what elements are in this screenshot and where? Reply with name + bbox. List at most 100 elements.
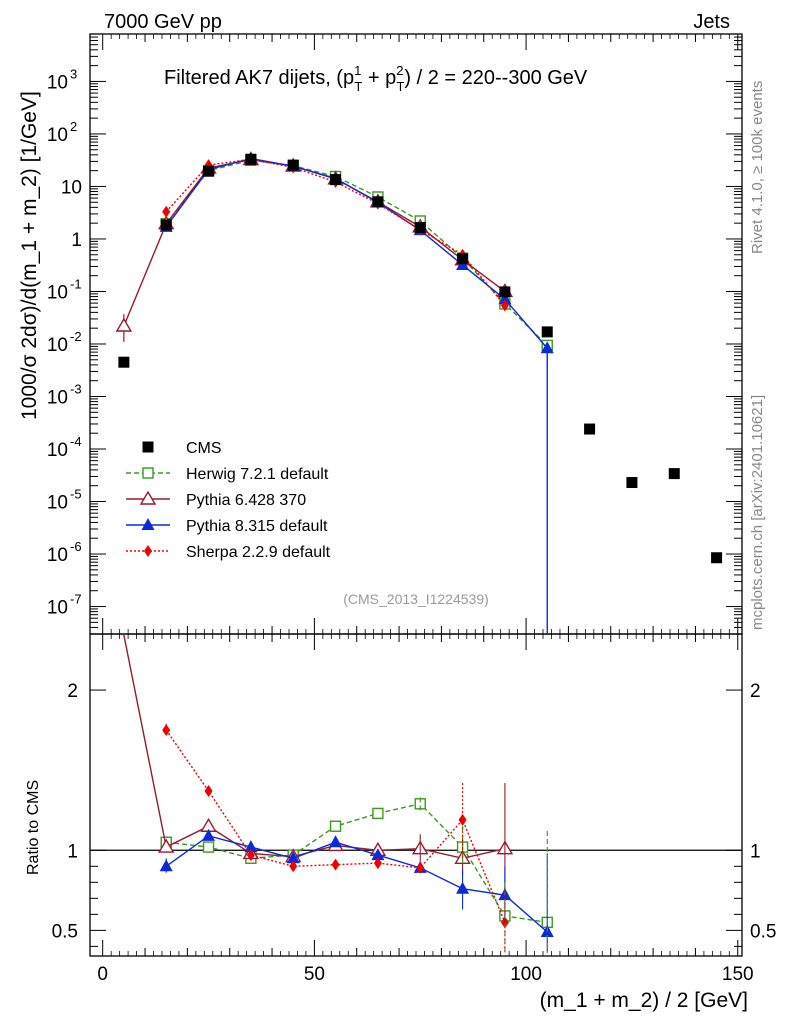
main-y-tick-label: 10	[47, 335, 68, 356]
legend-entry-sherpa: Sherpa 2.2.9 default	[126, 544, 331, 561]
main-series-group	[115, 151, 723, 634]
main-point-cms	[457, 253, 469, 265]
legend-marker-herwig	[142, 467, 154, 479]
rivet-version-label: Rivet 4.1.0, ≥ 100k events	[749, 81, 766, 254]
ratio-point-sherpa	[162, 724, 171, 737]
ratio-y-tick-label-right: 0.5	[750, 921, 776, 942]
main-line-pythia8	[165, 157, 548, 349]
legend-marker-cms	[142, 441, 154, 453]
main-point-cms	[245, 153, 257, 165]
legend-entry-cms: CMS	[142, 440, 222, 457]
main-series-herwig	[160, 154, 553, 352]
main-y-tick-label: 10	[47, 387, 68, 408]
title-sub-1: T	[354, 79, 362, 94]
main-series-cms	[118, 153, 723, 564]
main-y-tick-label: 10	[47, 125, 68, 146]
title-sup-1: 1	[354, 63, 361, 78]
main-y-axis-label: 1000/σ 2dσ)/d(m_1 + m_2) [1/GeV]	[18, 91, 41, 420]
main-y-tick-label: 10	[47, 598, 68, 619]
ratio-y-tick-label: 0.5	[52, 921, 78, 942]
main-y-tick-exponent: -5	[70, 487, 82, 502]
ratio-point-pythia8	[202, 828, 216, 841]
main-series-pythia8	[159, 151, 554, 634]
legend-label-cms: CMS	[186, 440, 222, 457]
legend-entry-pythia6: Pythia 6.428 370	[126, 490, 306, 509]
main-point-cms	[626, 477, 638, 489]
main-point-cms	[372, 196, 384, 208]
main-line-pythia6	[123, 158, 506, 327]
ratio-point-sherpa	[246, 849, 255, 862]
legend-marker-pythia6	[139, 490, 157, 505]
ratio-point-herwig	[202, 841, 215, 853]
ratio-y-tick-label-right: 2	[750, 681, 761, 702]
ratio-line-pythia6	[123, 634, 506, 859]
legend: CMS Herwig 7.2.1 default Pythia 6.428 370 P…	[126, 440, 331, 561]
header-beam-label: 7000 GeV pp	[104, 11, 222, 33]
legend-entry-herwig: Herwig 7.2.1 default	[126, 466, 329, 483]
main-y-tick-exponent: -6	[70, 539, 82, 554]
ratio-y-tick-label-right: 1	[750, 841, 761, 862]
x-tick-label: 150	[722, 964, 754, 985]
legend-label-pythia6: Pythia 6.428 370	[186, 492, 306, 509]
title-sup-2: 2	[396, 63, 403, 78]
ratio-series-pythia6	[123, 634, 514, 864]
x-tick-label: 100	[510, 964, 542, 985]
main-y-tick-label: 10	[47, 493, 68, 514]
legend-marker-pythia8	[141, 518, 155, 530]
ratio-point-sherpa	[331, 858, 340, 871]
main-point-cms	[287, 159, 299, 171]
main-point-cms	[499, 286, 511, 298]
main-point-sherpa	[162, 205, 171, 218]
main-y-tick-label: 10	[47, 440, 68, 461]
main-y-tick-exponent: -1	[70, 276, 82, 291]
legend-entry-pythia8: Pythia 8.315 default	[126, 518, 328, 535]
ratio-series-herwig	[160, 798, 553, 929]
ratio-line-herwig	[166, 803, 548, 924]
ratio-series-pythia8	[159, 828, 554, 937]
header-category-label: Jets	[693, 11, 730, 33]
main-y-tick-label: 10	[61, 177, 82, 198]
main-y-tick-exponent: -3	[70, 381, 82, 396]
legend-label-herwig: Herwig 7.2.1 default	[186, 466, 329, 483]
legend-label-sherpa: Sherpa 2.2.9 default	[186, 544, 331, 561]
ratio-point-sherpa	[373, 857, 382, 870]
analysis-id-label: (CMS_2013_I1224539)	[343, 591, 489, 607]
main-point-cms	[541, 326, 553, 338]
title-sub-2: T	[396, 79, 404, 94]
title-plus: + p	[362, 67, 396, 89]
main-point-cms	[584, 423, 596, 435]
title-tail: ) / 2 = 220--300 GeV	[404, 67, 588, 89]
ratio-point-pythia8	[371, 848, 385, 861]
main-point-cms	[160, 219, 172, 231]
main-y-tick-exponent: 3	[70, 66, 77, 81]
main-point-pythia8	[540, 341, 554, 354]
main-y-tick-exponent: -2	[70, 329, 82, 344]
x-tick-label: 50	[304, 964, 325, 985]
x-axis-label: (m_1 + m_2) / 2 [GeV]	[540, 989, 748, 1012]
main-title: Filtered AK7 dijets, (p1 T + p2 T) / 2 = 2…	[164, 63, 588, 94]
x-tick-label: 0	[97, 964, 108, 985]
ratio-y-tick-label: 1	[67, 841, 78, 862]
main-y-tick-label: 10	[47, 282, 68, 303]
ratio-series-group	[123, 634, 554, 953]
main-point-pythia6	[115, 317, 133, 332]
ratio-point-herwig	[372, 807, 384, 820]
ratio-y-axis-label: Ratio to CMS	[25, 780, 42, 875]
main-series-pythia6	[115, 151, 514, 342]
main-title-text: Filtered AK7 dijets, (p	[164, 67, 354, 89]
main-y-tick-label: 10	[47, 545, 68, 566]
main-point-cms	[668, 468, 680, 480]
main-point-cms	[711, 552, 723, 564]
ratio-point-sherpa	[289, 860, 298, 873]
ratio-line-pythia8	[165, 835, 548, 933]
ratio-point-sherpa	[416, 861, 425, 874]
main-point-cms	[203, 165, 215, 177]
main-point-cms	[330, 174, 342, 186]
main-y-tick-label: 1	[71, 230, 82, 251]
ratio-axis-ticks: 0.5 0.5 1 1 2 2 0 50 100 150	[52, 634, 776, 985]
ratio-y-tick-label: 2	[67, 681, 78, 702]
ratio-point-pythia6	[157, 838, 175, 853]
main-y-tick-exponent: -4	[70, 434, 82, 449]
main-y-tick-exponent: 2	[70, 119, 77, 134]
